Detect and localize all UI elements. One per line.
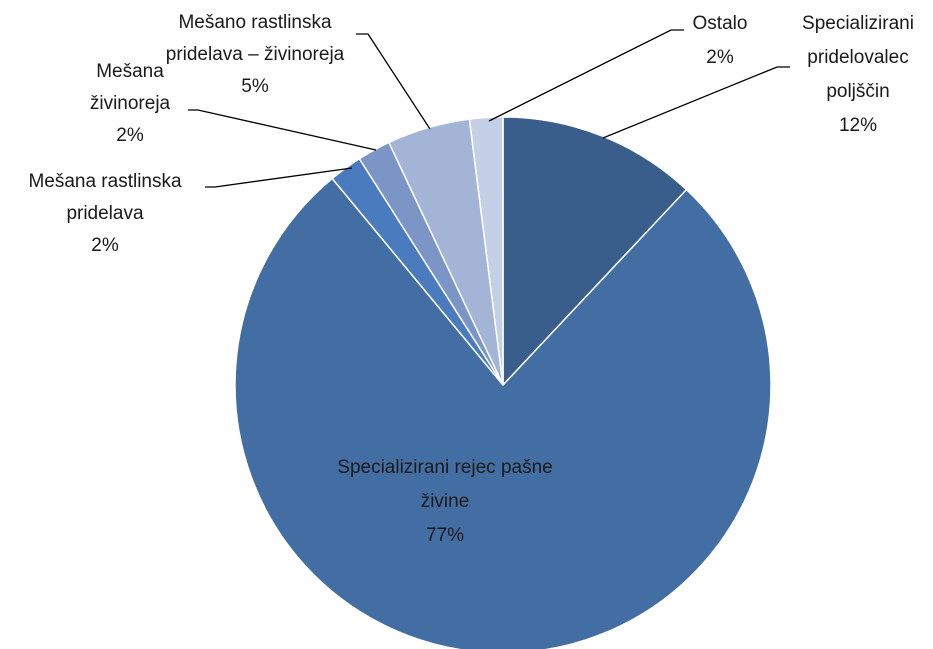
- slice-label: Mešano rastlinska pridelava – živinoreja…: [165, 7, 345, 103]
- value-label: 5%: [241, 76, 269, 97]
- value-label: 2%: [706, 47, 734, 68]
- leader-line: [356, 33, 431, 130]
- slice-label: Specializirani pridelovalec poljščin 12%: [783, 7, 933, 143]
- slice-label: Specializirani rejec pašne živine 77%: [325, 451, 565, 553]
- value-label: 2%: [116, 125, 144, 146]
- category-label: Specializirani pridelovalec poljščin: [802, 13, 914, 102]
- category-label: Mešana živinoreja: [89, 61, 171, 114]
- pie: [234, 116, 772, 649]
- leader-line: [488, 29, 684, 122]
- category-label: Specializirani rejec pašne živine: [337, 457, 553, 512]
- value-label: 2%: [91, 235, 119, 256]
- slice-label: Mešana živinoreja 2%: [75, 56, 185, 152]
- value-label: 12%: [838, 115, 878, 136]
- pie-slice: [234, 177, 772, 649]
- value-label: 77%: [425, 525, 465, 546]
- leader-line: [188, 109, 377, 151]
- leader-line: [205, 167, 353, 188]
- slice-label: Mešana rastlinska pridelava 2%: [5, 166, 205, 262]
- leader-line: [602, 66, 790, 139]
- pie-slice: [502, 116, 688, 387]
- category-label: Mešana rastlinska pridelava: [28, 171, 182, 224]
- slice-label: Ostalo 2%: [675, 7, 765, 75]
- category-label: Ostalo: [692, 13, 748, 34]
- pie-slice: [468, 116, 504, 386]
- category-label: Mešano rastlinska pridelava – živinoreja: [165, 12, 345, 65]
